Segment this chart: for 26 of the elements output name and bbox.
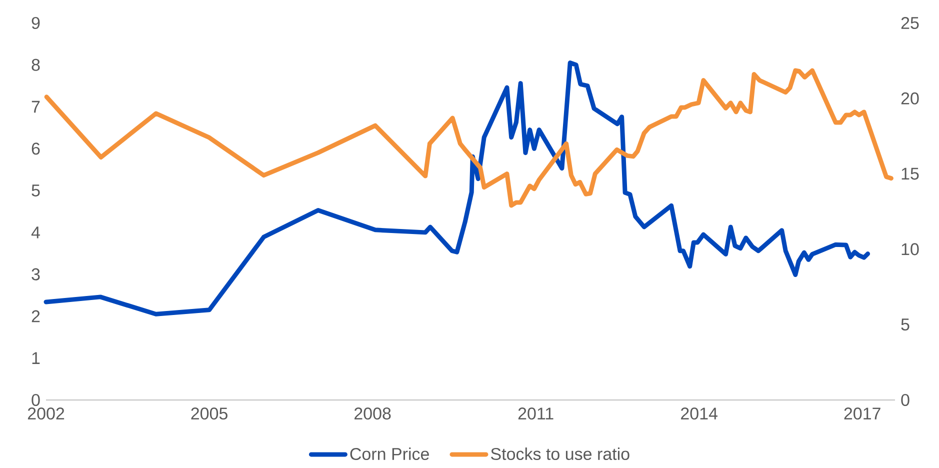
y-tick-label: 4 bbox=[31, 226, 40, 238]
legend-label: Corn Price bbox=[350, 448, 429, 460]
y-tick-label: 1 bbox=[32, 352, 40, 364]
x-tick-label: 2014 bbox=[681, 408, 718, 420]
x-tick-label: 2005 bbox=[191, 408, 228, 420]
y-tick-label: 5 bbox=[32, 184, 40, 196]
x-tick-label: 2017 bbox=[844, 408, 880, 420]
y2-tick-label: 25 bbox=[901, 16, 919, 30]
y-tick-label: 3 bbox=[32, 268, 40, 280]
y2-tick-label: 10 bbox=[902, 243, 919, 256]
y2-tick-label: 15 bbox=[902, 168, 919, 180]
y-tick-label: 0 bbox=[32, 394, 40, 406]
y-tick-label: 6 bbox=[32, 142, 40, 155]
y-tick-label: 2 bbox=[32, 310, 40, 322]
line-series bbox=[44, 68, 894, 208]
y2-tick-label: 5 bbox=[901, 318, 910, 331]
y-tick-label: 8 bbox=[32, 58, 40, 71]
line-series bbox=[44, 60, 870, 316]
x-tick-label: 2011 bbox=[518, 408, 554, 420]
x-tick-label: 2002 bbox=[28, 408, 64, 420]
y2-tick-label: 20 bbox=[901, 92, 919, 104]
y-tick-label: 7 bbox=[32, 100, 40, 113]
y2-tick-label: 0 bbox=[901, 394, 910, 406]
legend-label: Stocks to use ratio bbox=[491, 448, 630, 460]
y-tick-label: 9 bbox=[32, 16, 40, 30]
x-tick-label: 2008 bbox=[354, 408, 391, 420]
